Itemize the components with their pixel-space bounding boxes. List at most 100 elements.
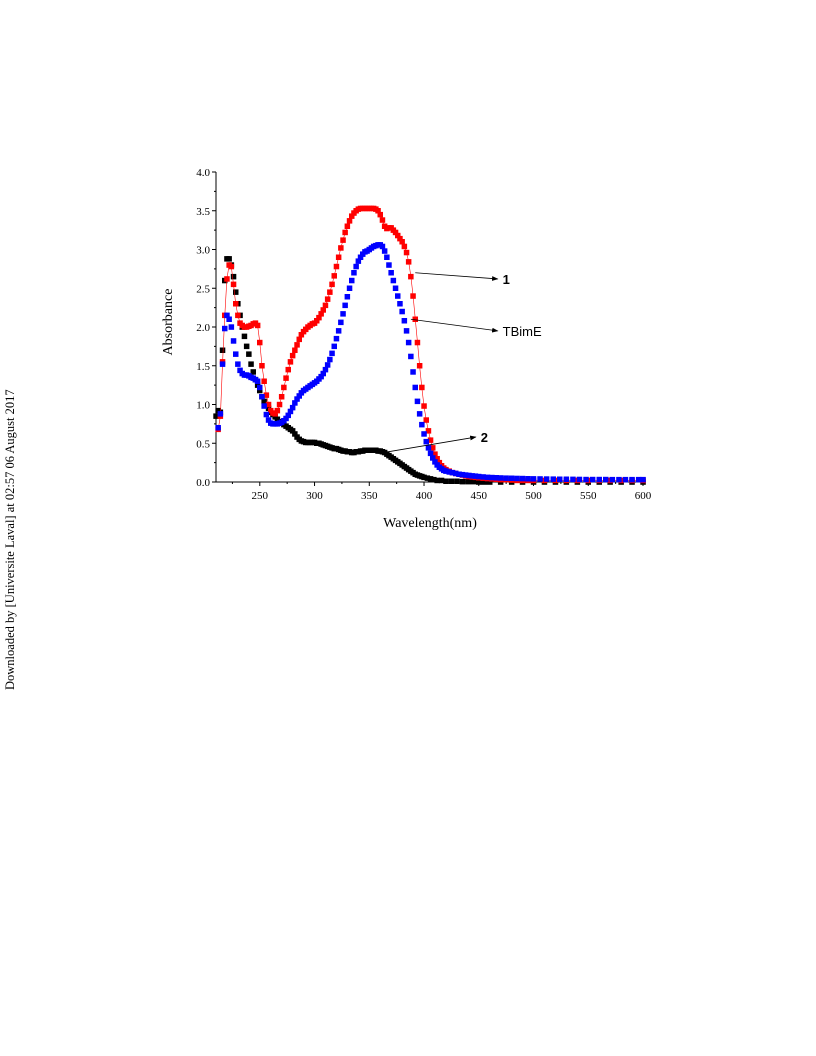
data-point [331,273,337,279]
data-point [344,223,351,229]
data-point [219,361,226,367]
data-point [399,308,405,315]
y-axis-title: Absorbance [161,289,176,356]
annotation-arrow [383,435,477,453]
data-point [285,366,291,373]
data-point [327,289,333,295]
data-point [503,475,509,481]
data-point [423,438,429,445]
y-tick-label: 0.5 [196,438,210,450]
data-point [263,411,270,418]
data-point [228,324,235,330]
data-point [454,478,460,484]
data-point [484,474,491,481]
data-point [514,475,520,482]
data-point [408,353,414,360]
annotation-layer: 1 TBimE 2 [383,272,542,453]
data-point [487,479,493,485]
data-point [219,347,226,353]
data-point [434,477,440,484]
data-point [401,243,408,250]
data-point [283,415,289,422]
data-point [453,470,459,477]
data-point [235,361,241,367]
data-point [466,472,472,479]
data-point [331,343,337,350]
data-point [616,476,622,483]
data-point [335,254,342,260]
data-point [563,476,570,482]
data-point [476,473,482,480]
data-point [237,367,243,374]
data-point [416,411,423,417]
data-point [217,411,224,417]
data-point [497,475,504,481]
data-point [285,412,291,419]
data-point [438,477,445,484]
data-point [377,211,383,218]
data-point [243,343,250,350]
data-point [342,229,348,236]
data-point [257,387,263,394]
data-point [353,263,359,270]
data-point [342,302,348,309]
data-point [349,213,355,219]
data-point [230,281,237,288]
data-point [272,411,278,417]
data-point [508,475,515,481]
data-point [421,403,427,409]
data-point [432,451,438,457]
x-tick-label: 250 [252,490,269,502]
data-point [296,336,302,343]
data-point [320,370,326,377]
data-point [465,478,471,485]
y-tick-label: 4.0 [196,167,210,179]
data-point [298,332,305,338]
data-point [414,339,421,346]
data-point [224,276,230,282]
data-point [421,474,427,481]
x-axis-title: Wavelength(nm) [383,516,477,531]
data-point [296,393,302,399]
data-point [425,445,432,451]
data-point [419,384,425,391]
data-point [254,378,261,384]
x-tick-label: 500 [525,490,542,502]
data-point [443,478,449,484]
data-point [224,312,230,319]
annotation-arrow [415,272,499,281]
data-point [629,476,635,483]
data-point [233,301,239,307]
data-point [489,474,495,481]
data-point [456,471,462,477]
data-point [248,361,254,367]
data-point [410,293,416,299]
data-point [397,235,403,242]
data-point [289,352,296,359]
data-point [519,475,526,482]
data-point [430,455,436,461]
data-point [388,270,394,276]
data-point [403,249,410,256]
data-point [338,245,344,251]
data-point [289,428,296,434]
data-point [322,302,329,309]
data-point [324,362,331,368]
data-point [386,262,392,268]
data-point [405,339,412,346]
data-point [530,476,537,482]
data-point [425,428,432,434]
data-point [543,476,550,482]
data-point [338,319,344,326]
data-point [344,294,351,300]
data-point [346,218,353,224]
x-tick-label: 350 [361,490,378,502]
data-point [283,375,289,381]
data-point [576,476,583,483]
data-point [448,478,455,484]
data-point [525,476,531,482]
data-point [434,456,440,462]
data-point [424,475,431,481]
data-point [384,254,390,260]
